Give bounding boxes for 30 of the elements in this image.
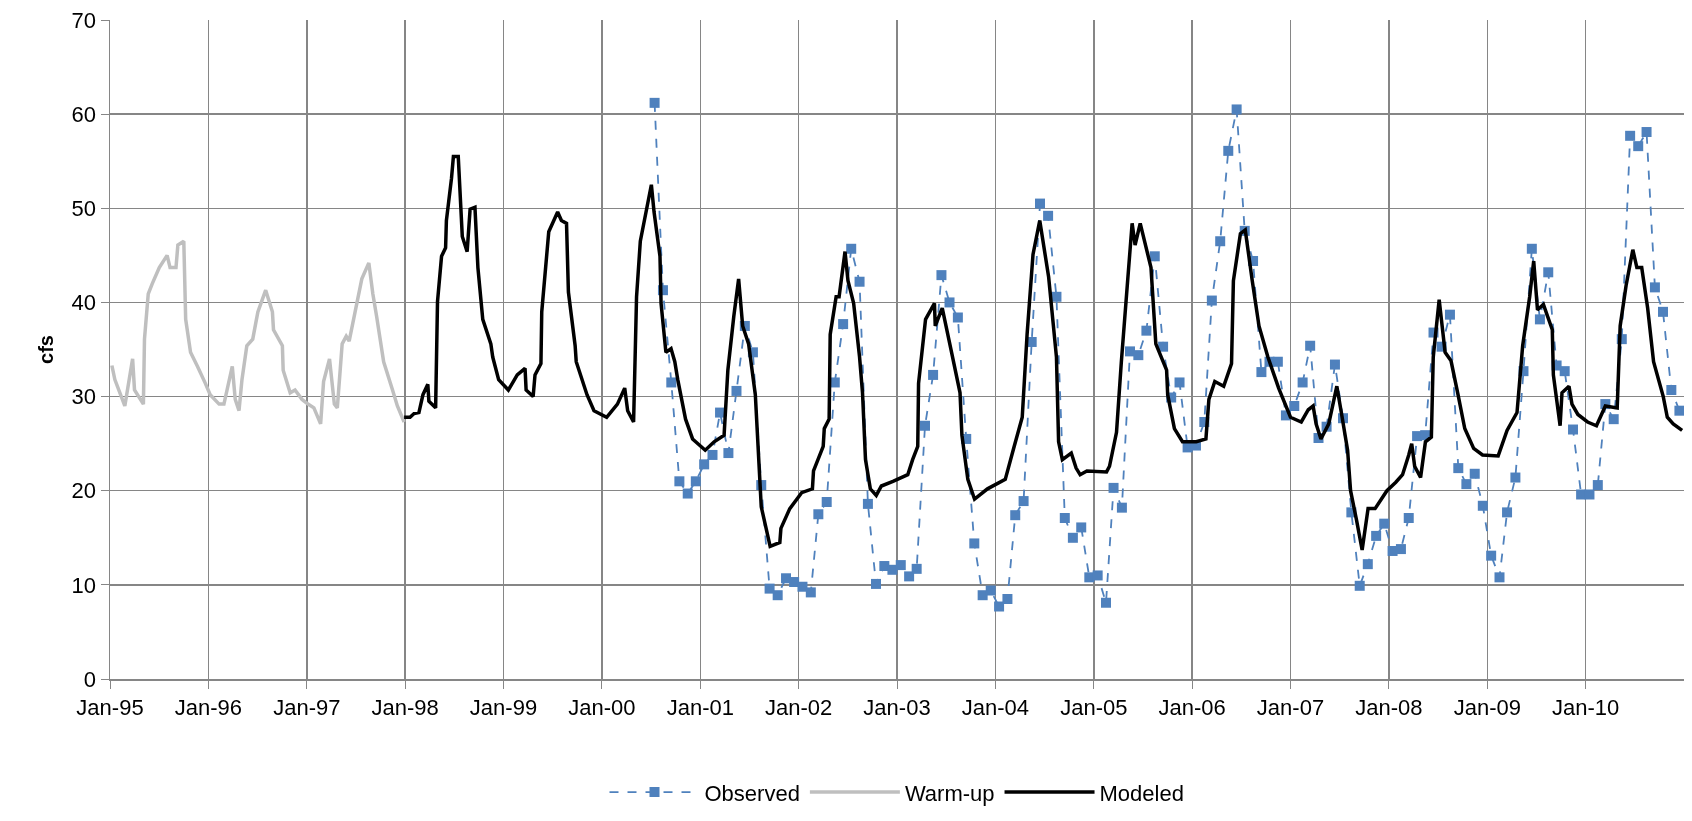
x-tick-label: Jan-05 — [1060, 694, 1128, 720]
legend-label: Modeled — [1099, 780, 1184, 806]
line-series — [402, 154, 1684, 552]
x-tick-label: Jan-98 — [371, 694, 439, 720]
x-tick-label: Jan-07 — [1256, 694, 1325, 720]
y-tick-label: 20 — [71, 478, 97, 504]
y-tick-label: 30 — [71, 384, 97, 410]
legend-label: Warm-up — [904, 780, 995, 806]
x-tick-label: Jan-06 — [1158, 694, 1226, 720]
x-tick-label: Jan-95 — [76, 694, 144, 720]
x-tick-label: Jan-97 — [273, 694, 341, 720]
x-tick-label: Jan-04 — [961, 694, 1029, 720]
x-tick-label: Jan-99 — [469, 694, 538, 720]
y-tick-label: 70 — [71, 7, 97, 33]
y-axis-title: cfs — [35, 335, 58, 364]
x-tick-label: Jan-01 — [666, 694, 735, 720]
legend-label: Observed — [704, 780, 800, 806]
y-tick-label: 0 — [83, 666, 97, 692]
x-tick-label: Jan-08 — [1355, 694, 1423, 720]
line-series — [110, 239, 406, 426]
x-tick-label: Jan-96 — [174, 694, 242, 720]
y-tick-label: 50 — [71, 195, 97, 221]
x-tick-label: Jan-10 — [1552, 694, 1620, 720]
y-tick-label: 60 — [71, 101, 97, 127]
x-tick-label: Jan-00 — [568, 694, 636, 720]
x-tick-label: Jan-09 — [1453, 694, 1522, 720]
y-tick-label: 10 — [71, 572, 97, 598]
x-tick-label: Jan-03 — [863, 694, 931, 720]
y-tick-label: 40 — [71, 290, 97, 316]
x-tick-label: Jan-02 — [765, 694, 833, 720]
